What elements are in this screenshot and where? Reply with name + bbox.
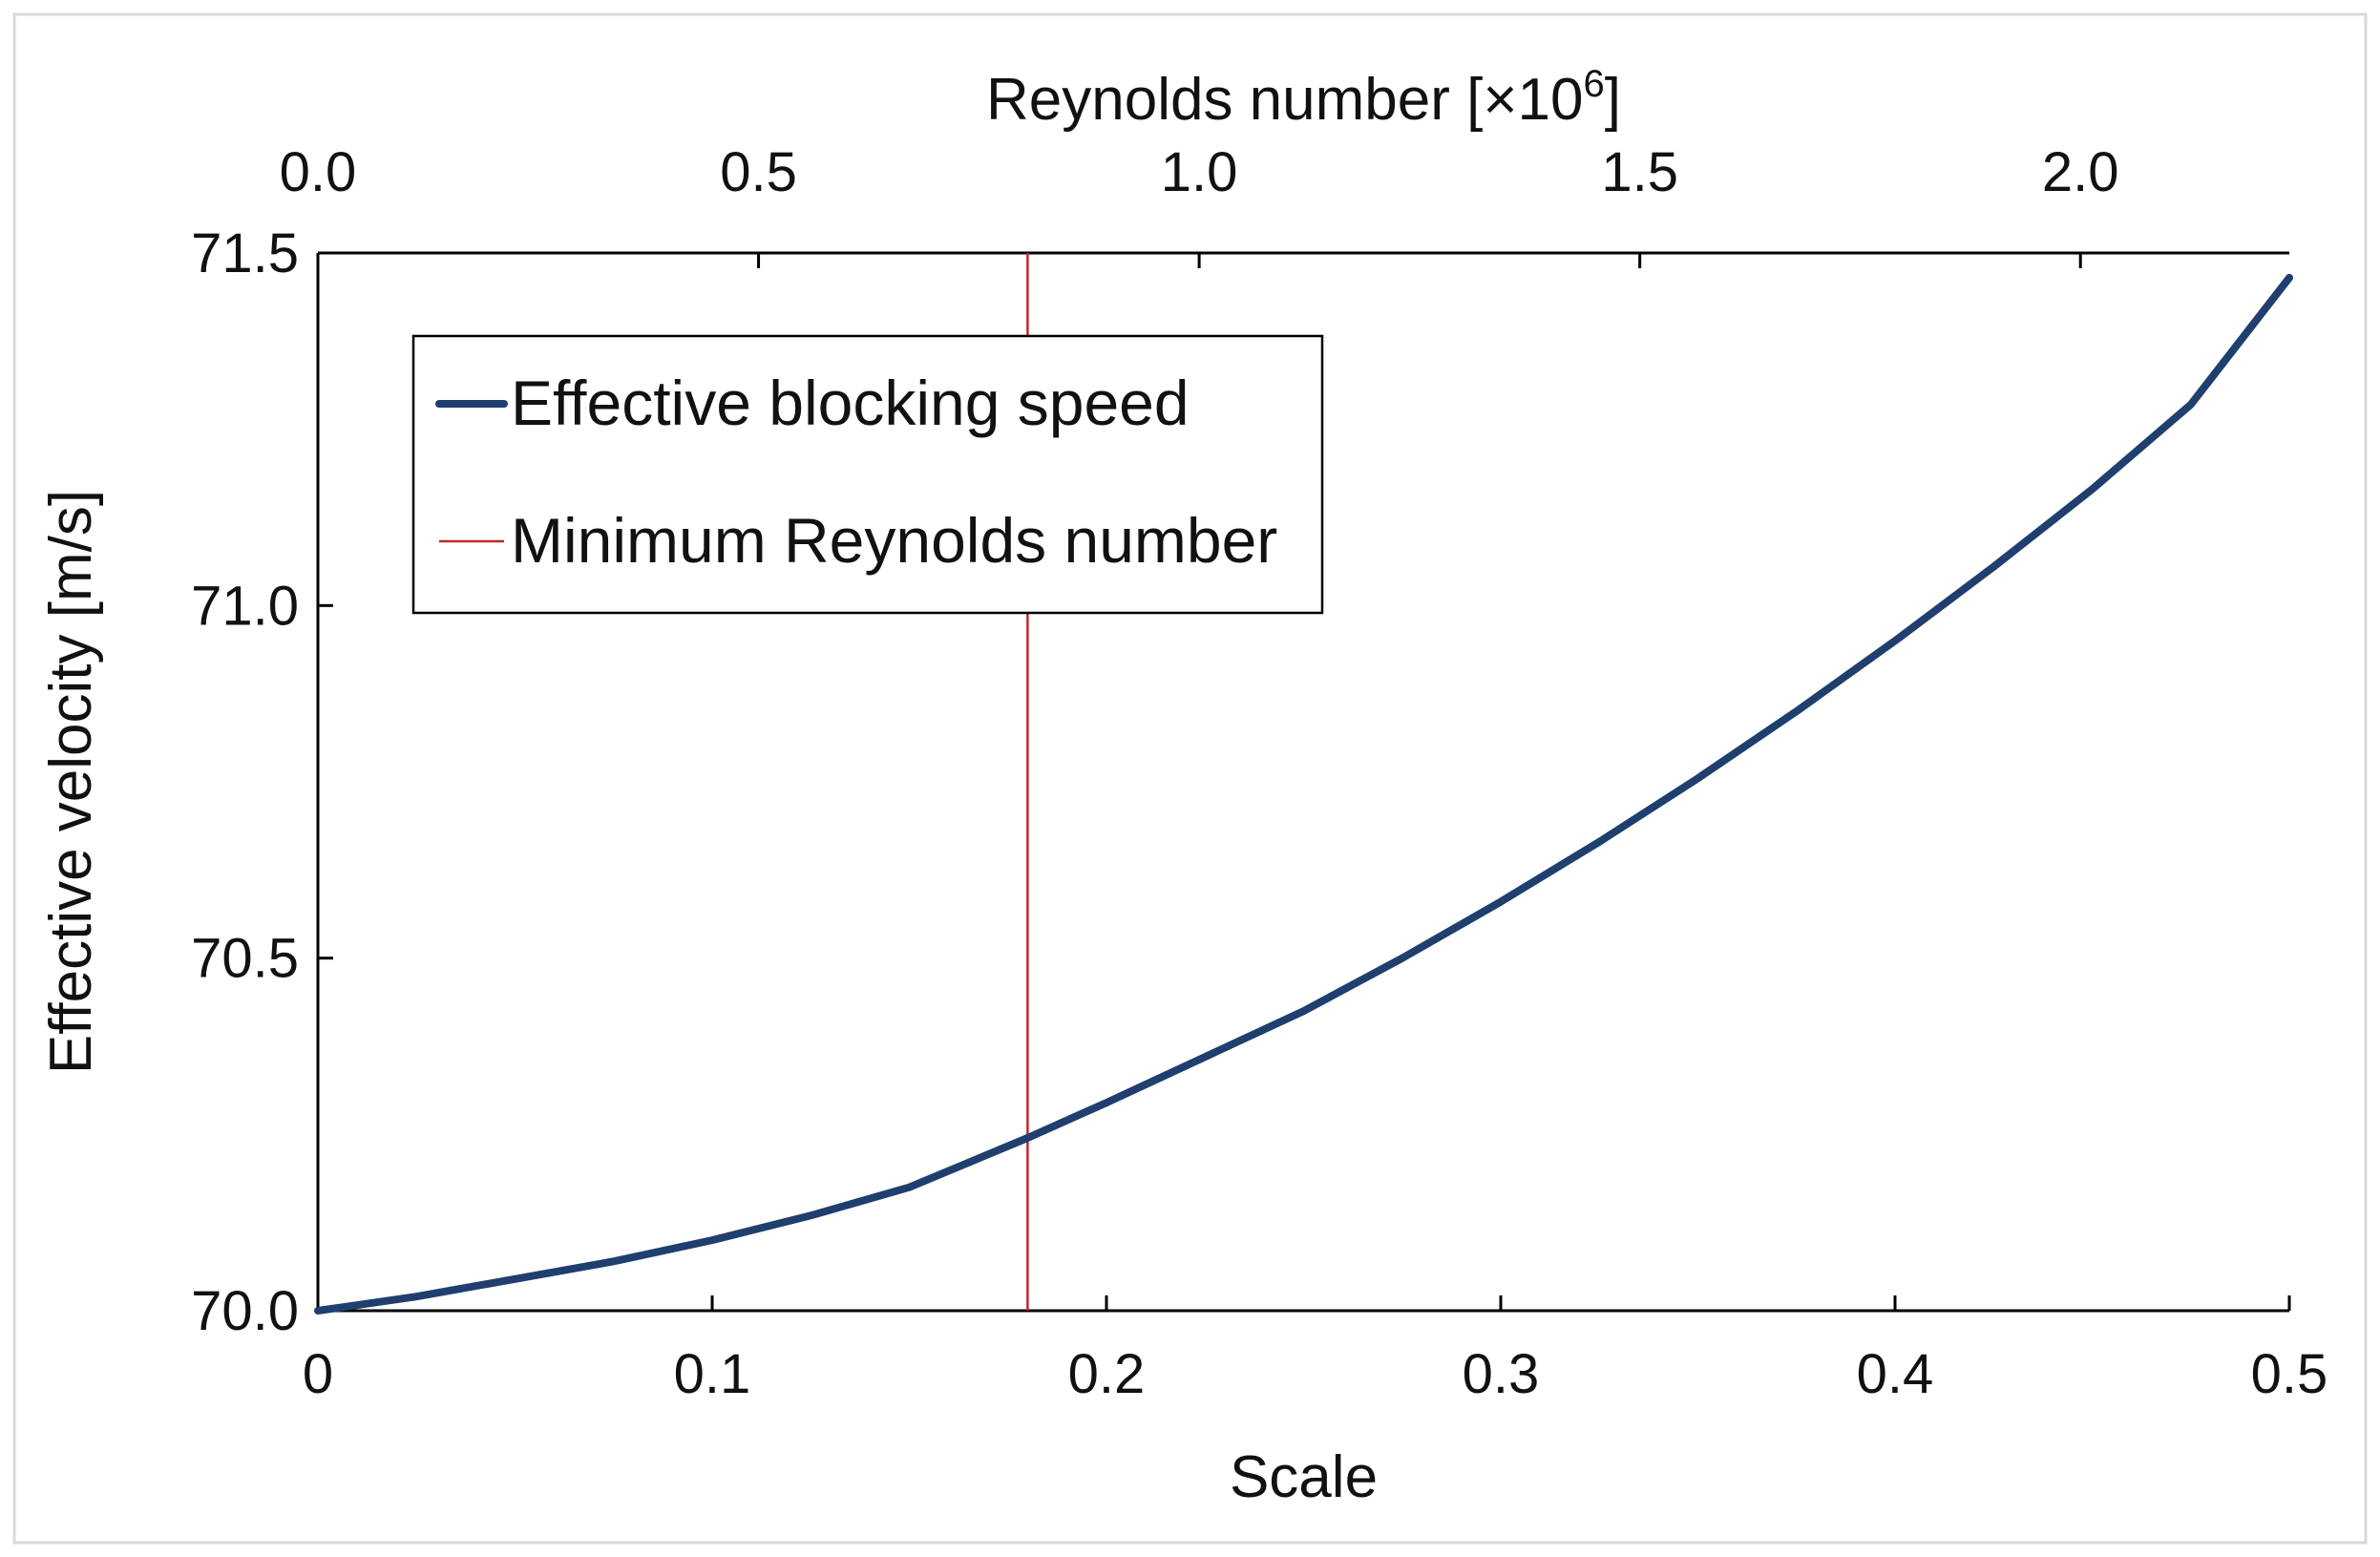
- outer-border: [12, 12, 2368, 1545]
- x-tick-label: 0.3: [1463, 1343, 1540, 1405]
- x2-tick-label: 0.0: [280, 141, 357, 203]
- x2-axis-title-main: Reynolds number [×10: [986, 67, 1584, 133]
- x-tick-label: 0.5: [2251, 1343, 2328, 1405]
- y-tick-label: 70.0: [191, 1280, 299, 1342]
- x2-axis-title-close: ]: [1605, 67, 1621, 133]
- effective-blocking-speed-line: [314, 273, 2293, 1315]
- x2-tick-label: 1.5: [1601, 141, 1678, 203]
- y-axis-title: Effective velocity [m/s]: [38, 490, 104, 1074]
- legend-box: [411, 334, 1324, 615]
- legend-label-blocking-speed: Effective blocking speed: [511, 368, 1190, 438]
- y-tick-label: 71.0: [191, 575, 299, 637]
- x-tick-label: 0: [303, 1343, 333, 1405]
- x2-axis-title-exponent: 6: [1584, 63, 1605, 105]
- x2-tick-label: 1.0: [1161, 141, 1238, 203]
- x-tick-label: 0.4: [1857, 1343, 1934, 1405]
- x-tick-label: 0.2: [1068, 1343, 1146, 1405]
- x-tick-label: 0.1: [674, 1343, 751, 1405]
- x2-axis-title: Reynolds number [×106]: [986, 63, 1621, 133]
- legend: Effective blocking speed Minimum Reynolds…: [411, 334, 1324, 615]
- x2-tick-label: 0.5: [720, 141, 797, 203]
- x-axis-title: Scale: [1230, 1444, 1378, 1510]
- x2-tick-label: 2.0: [2042, 141, 2119, 203]
- y-tick-label: 71.5: [191, 222, 299, 284]
- legend-label-min-reynolds: Minimum Reynolds number: [511, 505, 1277, 576]
- y-tick-label: 70.5: [191, 928, 299, 990]
